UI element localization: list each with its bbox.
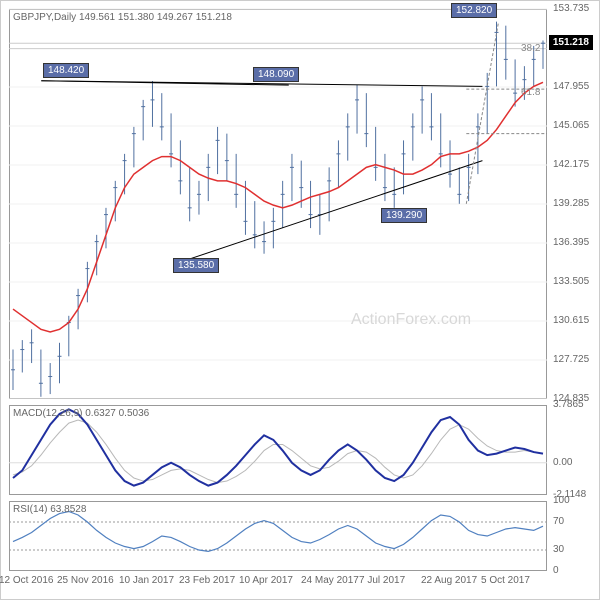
y-tick-label: 136.395 bbox=[553, 237, 589, 248]
price-annotation: 148.420 bbox=[43, 63, 89, 78]
current-price-box: 151.218 bbox=[549, 35, 593, 50]
ohlc-label: 149.561 151.380 149.267 151.218 bbox=[79, 12, 232, 23]
y-tick-label: 147.955 bbox=[553, 81, 589, 92]
symbol-label: GBPJPY,Daily bbox=[13, 12, 76, 23]
price-annotation: 152.820 bbox=[451, 3, 497, 18]
price-annotation: 135.580 bbox=[173, 258, 219, 273]
watermark: ActionForex.com bbox=[351, 311, 471, 329]
rsi-y-label: 100 bbox=[553, 495, 570, 506]
x-tick-label: 25 Nov 2016 bbox=[57, 575, 114, 586]
main-chart-svg bbox=[1, 1, 547, 399]
fib-label: 38.2 bbox=[521, 43, 540, 54]
x-tick-label: 10 Jan 2017 bbox=[119, 575, 174, 586]
macd-title: MACD(12,26,9) 0.6327 0.5036 bbox=[13, 408, 149, 419]
chart-title: GBPJPY,Daily 149.561 151.380 149.267 151… bbox=[13, 12, 232, 23]
y-tick-label: 153.735 bbox=[553, 3, 589, 14]
y-tick-label: 130.615 bbox=[553, 315, 589, 326]
macd-y-label: 3.7865 bbox=[553, 399, 584, 410]
x-tick-label: 24 May 2017 bbox=[301, 575, 359, 586]
price-annotation: 139.290 bbox=[381, 208, 427, 223]
x-tick-label: 5 Oct 2017 bbox=[481, 575, 530, 586]
x-tick-label: 10 Apr 2017 bbox=[239, 575, 293, 586]
y-tick-label: 142.175 bbox=[553, 159, 589, 170]
price-annotation: 148.090 bbox=[253, 67, 299, 82]
y-tick-label: 133.505 bbox=[553, 276, 589, 287]
rsi-title: RSI(14) 63.8528 bbox=[13, 504, 86, 515]
y-tick-label: 139.285 bbox=[553, 198, 589, 209]
fib-label: 61.8 bbox=[521, 87, 540, 98]
y-tick-label: 127.725 bbox=[553, 354, 589, 365]
x-tick-label: 23 Feb 2017 bbox=[179, 575, 235, 586]
x-tick-label: 7 Jul 2017 bbox=[359, 575, 405, 586]
x-tick-label: 22 Aug 2017 bbox=[421, 575, 477, 586]
y-tick-label: 145.065 bbox=[553, 120, 589, 131]
rsi-y-label: 0 bbox=[553, 565, 559, 576]
rsi-y-label: 30 bbox=[553, 544, 564, 555]
x-tick-label: 12 Oct 2016 bbox=[0, 575, 53, 586]
rsi-y-label: 70 bbox=[553, 516, 564, 527]
macd-y-label: 0.00 bbox=[553, 457, 572, 468]
